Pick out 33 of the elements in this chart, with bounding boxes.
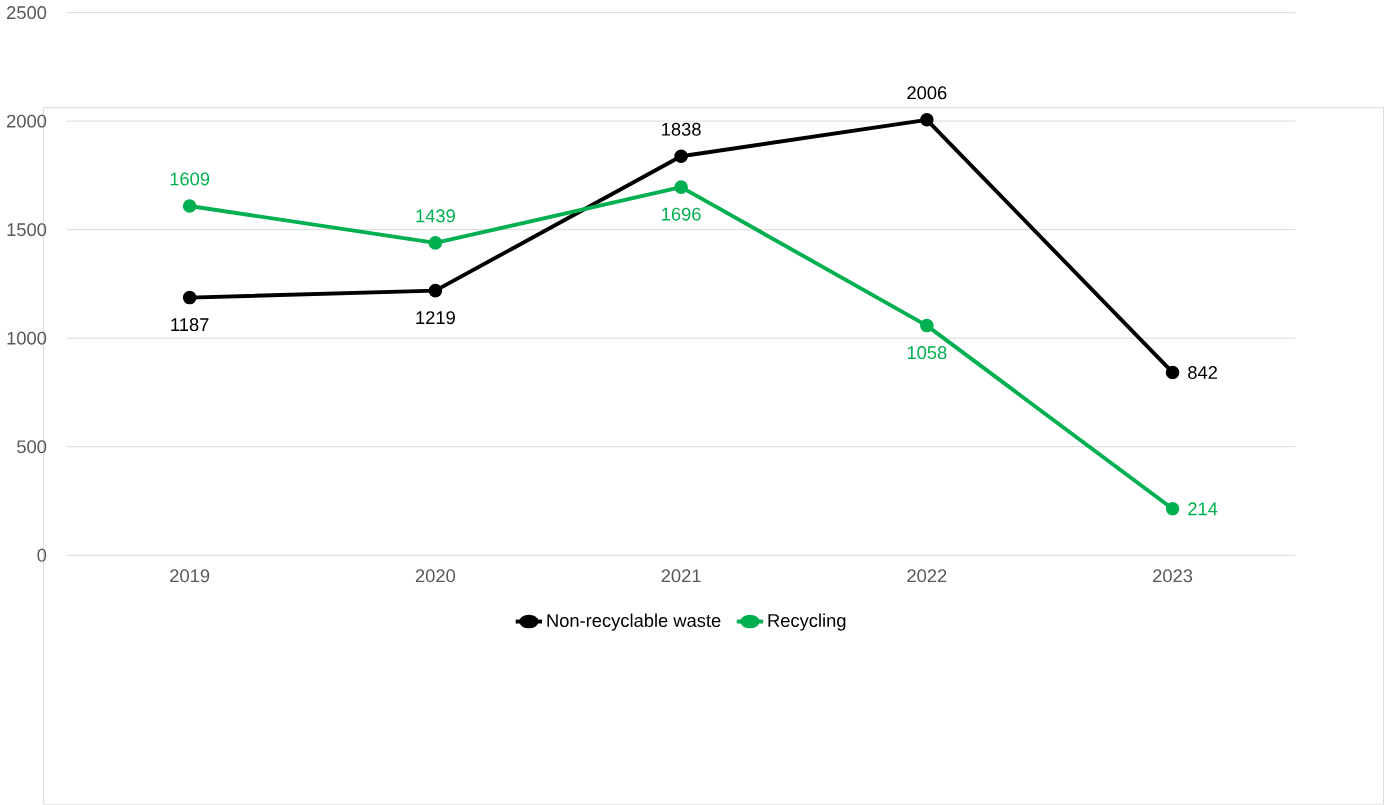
data-label: 1838 xyxy=(662,122,701,136)
data-label: 214 xyxy=(1188,502,1218,516)
data-label: 1058 xyxy=(907,346,947,360)
x-tick-label: 2019 xyxy=(170,569,210,583)
legend-label: Non-recyclable waste xyxy=(547,613,721,631)
data-label: 1696 xyxy=(662,207,701,221)
point xyxy=(674,180,688,194)
data-label: 1439 xyxy=(416,209,455,223)
y-tick-label: 2000 xyxy=(7,114,47,128)
y-tick-label: 500 xyxy=(17,440,47,454)
point xyxy=(182,199,197,213)
point xyxy=(674,149,688,164)
legend-label: Recycling xyxy=(768,613,846,631)
data-label: 1187 xyxy=(171,318,209,332)
data-label: 1219 xyxy=(416,311,455,325)
point xyxy=(1165,502,1180,516)
x-tick-label: 2020 xyxy=(415,569,456,583)
point xyxy=(1165,365,1180,380)
data-label: 842 xyxy=(1188,366,1217,380)
x-tick-label: 2021 xyxy=(661,569,701,583)
point xyxy=(920,113,934,127)
x-tick-label: 2022 xyxy=(907,569,947,583)
y-tick-label: 1000 xyxy=(7,331,47,345)
y-tick-label: 1500 xyxy=(7,223,47,237)
point xyxy=(428,236,443,250)
y-tick-label: 0 xyxy=(37,548,47,562)
x-tick-label: 2023 xyxy=(1153,569,1193,583)
data-label: 1609 xyxy=(170,172,210,186)
point xyxy=(920,318,934,333)
point xyxy=(182,290,197,305)
point xyxy=(428,283,443,298)
data-label: 2006 xyxy=(907,86,947,100)
y-tick-label: 2500 xyxy=(7,6,47,20)
